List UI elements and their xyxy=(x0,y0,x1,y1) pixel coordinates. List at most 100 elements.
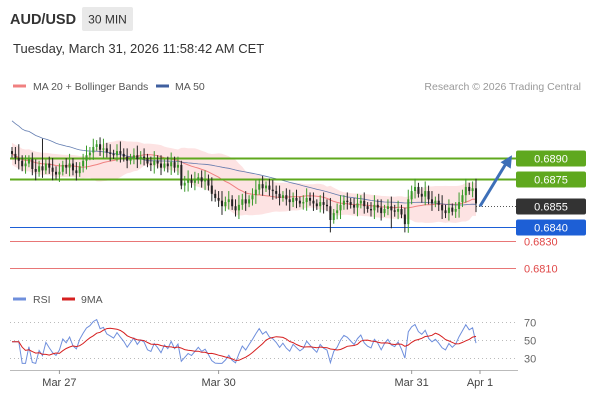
forecast-arrow-layer xyxy=(478,155,512,208)
candle-body xyxy=(241,199,244,205)
candle-body xyxy=(244,199,247,204)
current-price-label: 0.6855 xyxy=(534,202,568,214)
candle-body xyxy=(183,182,186,186)
rsi-tick-70: 70 xyxy=(524,318,536,330)
candle-body xyxy=(102,148,105,150)
ma50-legend-label: MA 50 xyxy=(175,81,205,93)
candle-body xyxy=(227,199,230,203)
ma20-legend-label: MA 20 + Bollinger Bands xyxy=(33,81,148,93)
candle-body xyxy=(342,200,345,205)
candle-body xyxy=(31,159,34,170)
candle-body xyxy=(139,156,142,160)
support-label-0.6810: 0.6810 xyxy=(524,264,558,276)
candle-body xyxy=(464,186,467,196)
candle-body xyxy=(356,203,359,208)
candle-body xyxy=(92,146,95,153)
candle-body xyxy=(24,163,27,167)
candle-body xyxy=(454,208,457,212)
timeframe-badge[interactable] xyxy=(82,7,133,31)
candle-body xyxy=(237,204,240,211)
candle-body xyxy=(187,180,190,183)
candle-body xyxy=(143,156,146,158)
candle-body xyxy=(414,186,417,192)
forecast-arrow-head xyxy=(500,155,512,169)
x-tick-label: Apr 1 xyxy=(467,377,493,389)
candle-body xyxy=(190,180,193,183)
candle-body xyxy=(85,155,88,161)
rsi-panel: 30 50 70 xyxy=(10,318,536,366)
candle-body xyxy=(193,180,196,183)
candle-body xyxy=(170,162,173,167)
candle-body xyxy=(315,203,318,207)
candle-body xyxy=(292,197,295,203)
candle-body xyxy=(359,200,362,204)
candle-body xyxy=(451,207,454,212)
rsi-tick-50: 50 xyxy=(524,336,536,348)
candle-body xyxy=(302,202,305,204)
candle-body xyxy=(27,159,30,164)
rsi-ma-legend-label: 9MA xyxy=(81,294,103,306)
candle-body xyxy=(444,210,447,214)
resistance-label-0.6890: 0.6890 xyxy=(534,154,568,166)
candle-body xyxy=(278,193,281,198)
candle-body xyxy=(231,199,234,207)
candle-body xyxy=(441,204,444,211)
candle-body xyxy=(407,199,410,225)
candle-body xyxy=(163,163,166,168)
candle-body xyxy=(214,193,217,198)
timeframe-label: 30 MIN xyxy=(88,13,127,27)
ma50-legend-swatch xyxy=(156,84,169,88)
candle-body xyxy=(210,185,213,194)
candle-body xyxy=(447,207,450,214)
forecast-arrow-shaft xyxy=(478,159,510,208)
candle-body xyxy=(390,206,393,211)
candle-body xyxy=(146,158,149,164)
candle-body xyxy=(38,166,41,172)
candle-body xyxy=(312,200,315,204)
candle-body xyxy=(149,163,152,165)
candle-body xyxy=(410,191,413,200)
bollinger-band xyxy=(12,140,476,223)
candle-body xyxy=(288,199,291,203)
candle-body xyxy=(10,151,14,154)
x-tick-label: Mar 30 xyxy=(201,377,235,389)
candle-body xyxy=(295,197,298,201)
candle-body xyxy=(420,193,423,197)
candle-body xyxy=(393,210,396,212)
candle-body xyxy=(173,162,176,168)
candle-body xyxy=(160,163,163,168)
candle-body xyxy=(122,153,125,157)
candle-body xyxy=(109,152,112,154)
candle-body xyxy=(369,208,373,211)
candle-body xyxy=(180,164,183,186)
candle-body xyxy=(258,184,261,190)
candle-body xyxy=(346,200,349,203)
candle-body xyxy=(373,204,376,211)
price-label-layer: 0.6890 0.6875 0.6855 0.6840 0.6830 0.6810 xyxy=(516,150,586,276)
candle-body xyxy=(380,207,383,214)
candle-body xyxy=(126,156,129,161)
resistance-tag-0.6875 xyxy=(516,171,586,188)
resistance-tag-0.6890 xyxy=(516,150,586,167)
candle-body xyxy=(115,151,119,156)
candle-body xyxy=(471,188,474,192)
candle-body xyxy=(376,204,379,208)
current-price-tag xyxy=(516,198,586,215)
candle-body xyxy=(34,169,37,172)
candle-body xyxy=(332,213,335,220)
candle-body xyxy=(99,144,102,150)
candle-body xyxy=(275,191,278,194)
candle-body xyxy=(51,167,54,172)
rsi-ma-line xyxy=(12,327,477,361)
candle-body xyxy=(78,166,81,174)
legend: MA 20 + Bollinger Bands MA 50 Research ©… xyxy=(13,81,581,93)
candle-body xyxy=(434,200,437,204)
candle-body xyxy=(430,199,433,204)
rsi-legend: RSI 9MA xyxy=(13,294,103,306)
candle-body xyxy=(61,164,64,172)
candle-body xyxy=(427,191,430,200)
candle-body xyxy=(200,177,203,182)
candle-body xyxy=(224,202,227,207)
candle-body xyxy=(264,185,268,189)
